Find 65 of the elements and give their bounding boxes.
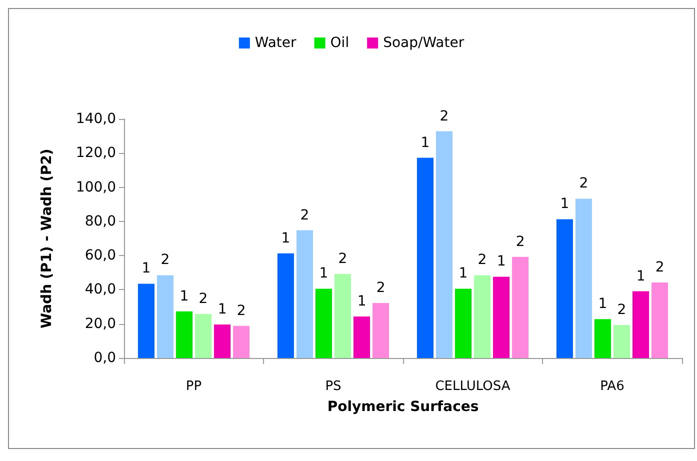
bar bbox=[594, 319, 612, 358]
x-tick-label: CELLULOSA bbox=[435, 379, 510, 394]
bar bbox=[194, 314, 212, 358]
bar bbox=[315, 288, 332, 358]
text: 1 bbox=[636, 268, 646, 284]
text: 1 bbox=[496, 254, 506, 270]
bar bbox=[613, 325, 630, 358]
legend-label: Soap/Water bbox=[383, 35, 464, 51]
bar bbox=[277, 253, 294, 358]
text: 1 bbox=[420, 134, 430, 151]
y-tick-label: 100,0 bbox=[76, 179, 116, 196]
text: 1 bbox=[458, 266, 468, 282]
text: 2 bbox=[617, 302, 626, 318]
text: 2 bbox=[655, 260, 664, 276]
text: 2 bbox=[516, 234, 525, 250]
text: 1 bbox=[180, 288, 189, 304]
bar bbox=[436, 131, 452, 358]
y-tick-label: 20,0 bbox=[84, 316, 116, 332]
annotation: 1 bbox=[142, 260, 151, 277]
y-tick-label: 0,0 bbox=[94, 350, 116, 366]
bar bbox=[454, 288, 472, 358]
text: 2 bbox=[376, 280, 386, 296]
x-tick-label: PS bbox=[325, 379, 342, 394]
y-tick-label: 140,0 bbox=[76, 111, 116, 127]
y-tick-label: 60,0 bbox=[84, 248, 116, 264]
legend-label: Water bbox=[254, 35, 297, 51]
text: 1 bbox=[598, 296, 608, 312]
text: 2 bbox=[236, 302, 246, 319]
bar bbox=[632, 291, 650, 358]
text: 1 bbox=[319, 266, 328, 282]
bar bbox=[372, 303, 390, 358]
text: 1 bbox=[357, 294, 366, 310]
text: 2 bbox=[478, 252, 487, 268]
bar bbox=[575, 198, 592, 358]
bar bbox=[493, 276, 510, 358]
bar bbox=[176, 311, 193, 358]
bar bbox=[556, 219, 573, 358]
x-axis-title: Polymeric Surfaces bbox=[327, 399, 479, 415]
y-tick-label: 40,0 bbox=[84, 282, 116, 298]
bar bbox=[652, 282, 668, 358]
bar bbox=[138, 284, 154, 358]
text: 1 bbox=[218, 302, 227, 318]
bar bbox=[214, 324, 231, 358]
text: 2 bbox=[338, 251, 348, 268]
bar bbox=[233, 326, 250, 358]
bar bbox=[334, 274, 352, 358]
x-tick-label: PP bbox=[186, 379, 202, 394]
y-tick-label: 120,0 bbox=[76, 145, 116, 162]
text: 1 bbox=[281, 230, 290, 246]
text: 2 bbox=[440, 108, 449, 124]
text: 2 bbox=[300, 207, 310, 224]
x-tick-label: PA6 bbox=[600, 379, 624, 394]
text: 2 bbox=[198, 290, 208, 307]
y-axis-title: Wadh (P1) - Wadh (P2) bbox=[39, 148, 55, 328]
bar bbox=[156, 275, 174, 358]
bar bbox=[354, 316, 370, 358]
bar bbox=[474, 275, 491, 358]
text: 2 bbox=[579, 176, 588, 192]
legend-label: Oil bbox=[330, 35, 350, 51]
bar bbox=[416, 158, 434, 358]
bar bbox=[512, 256, 529, 358]
text: 1 bbox=[560, 196, 570, 212]
annotation: 2 bbox=[160, 252, 170, 268]
y-tick-label: 80,0 bbox=[84, 213, 116, 230]
bar bbox=[296, 230, 313, 358]
